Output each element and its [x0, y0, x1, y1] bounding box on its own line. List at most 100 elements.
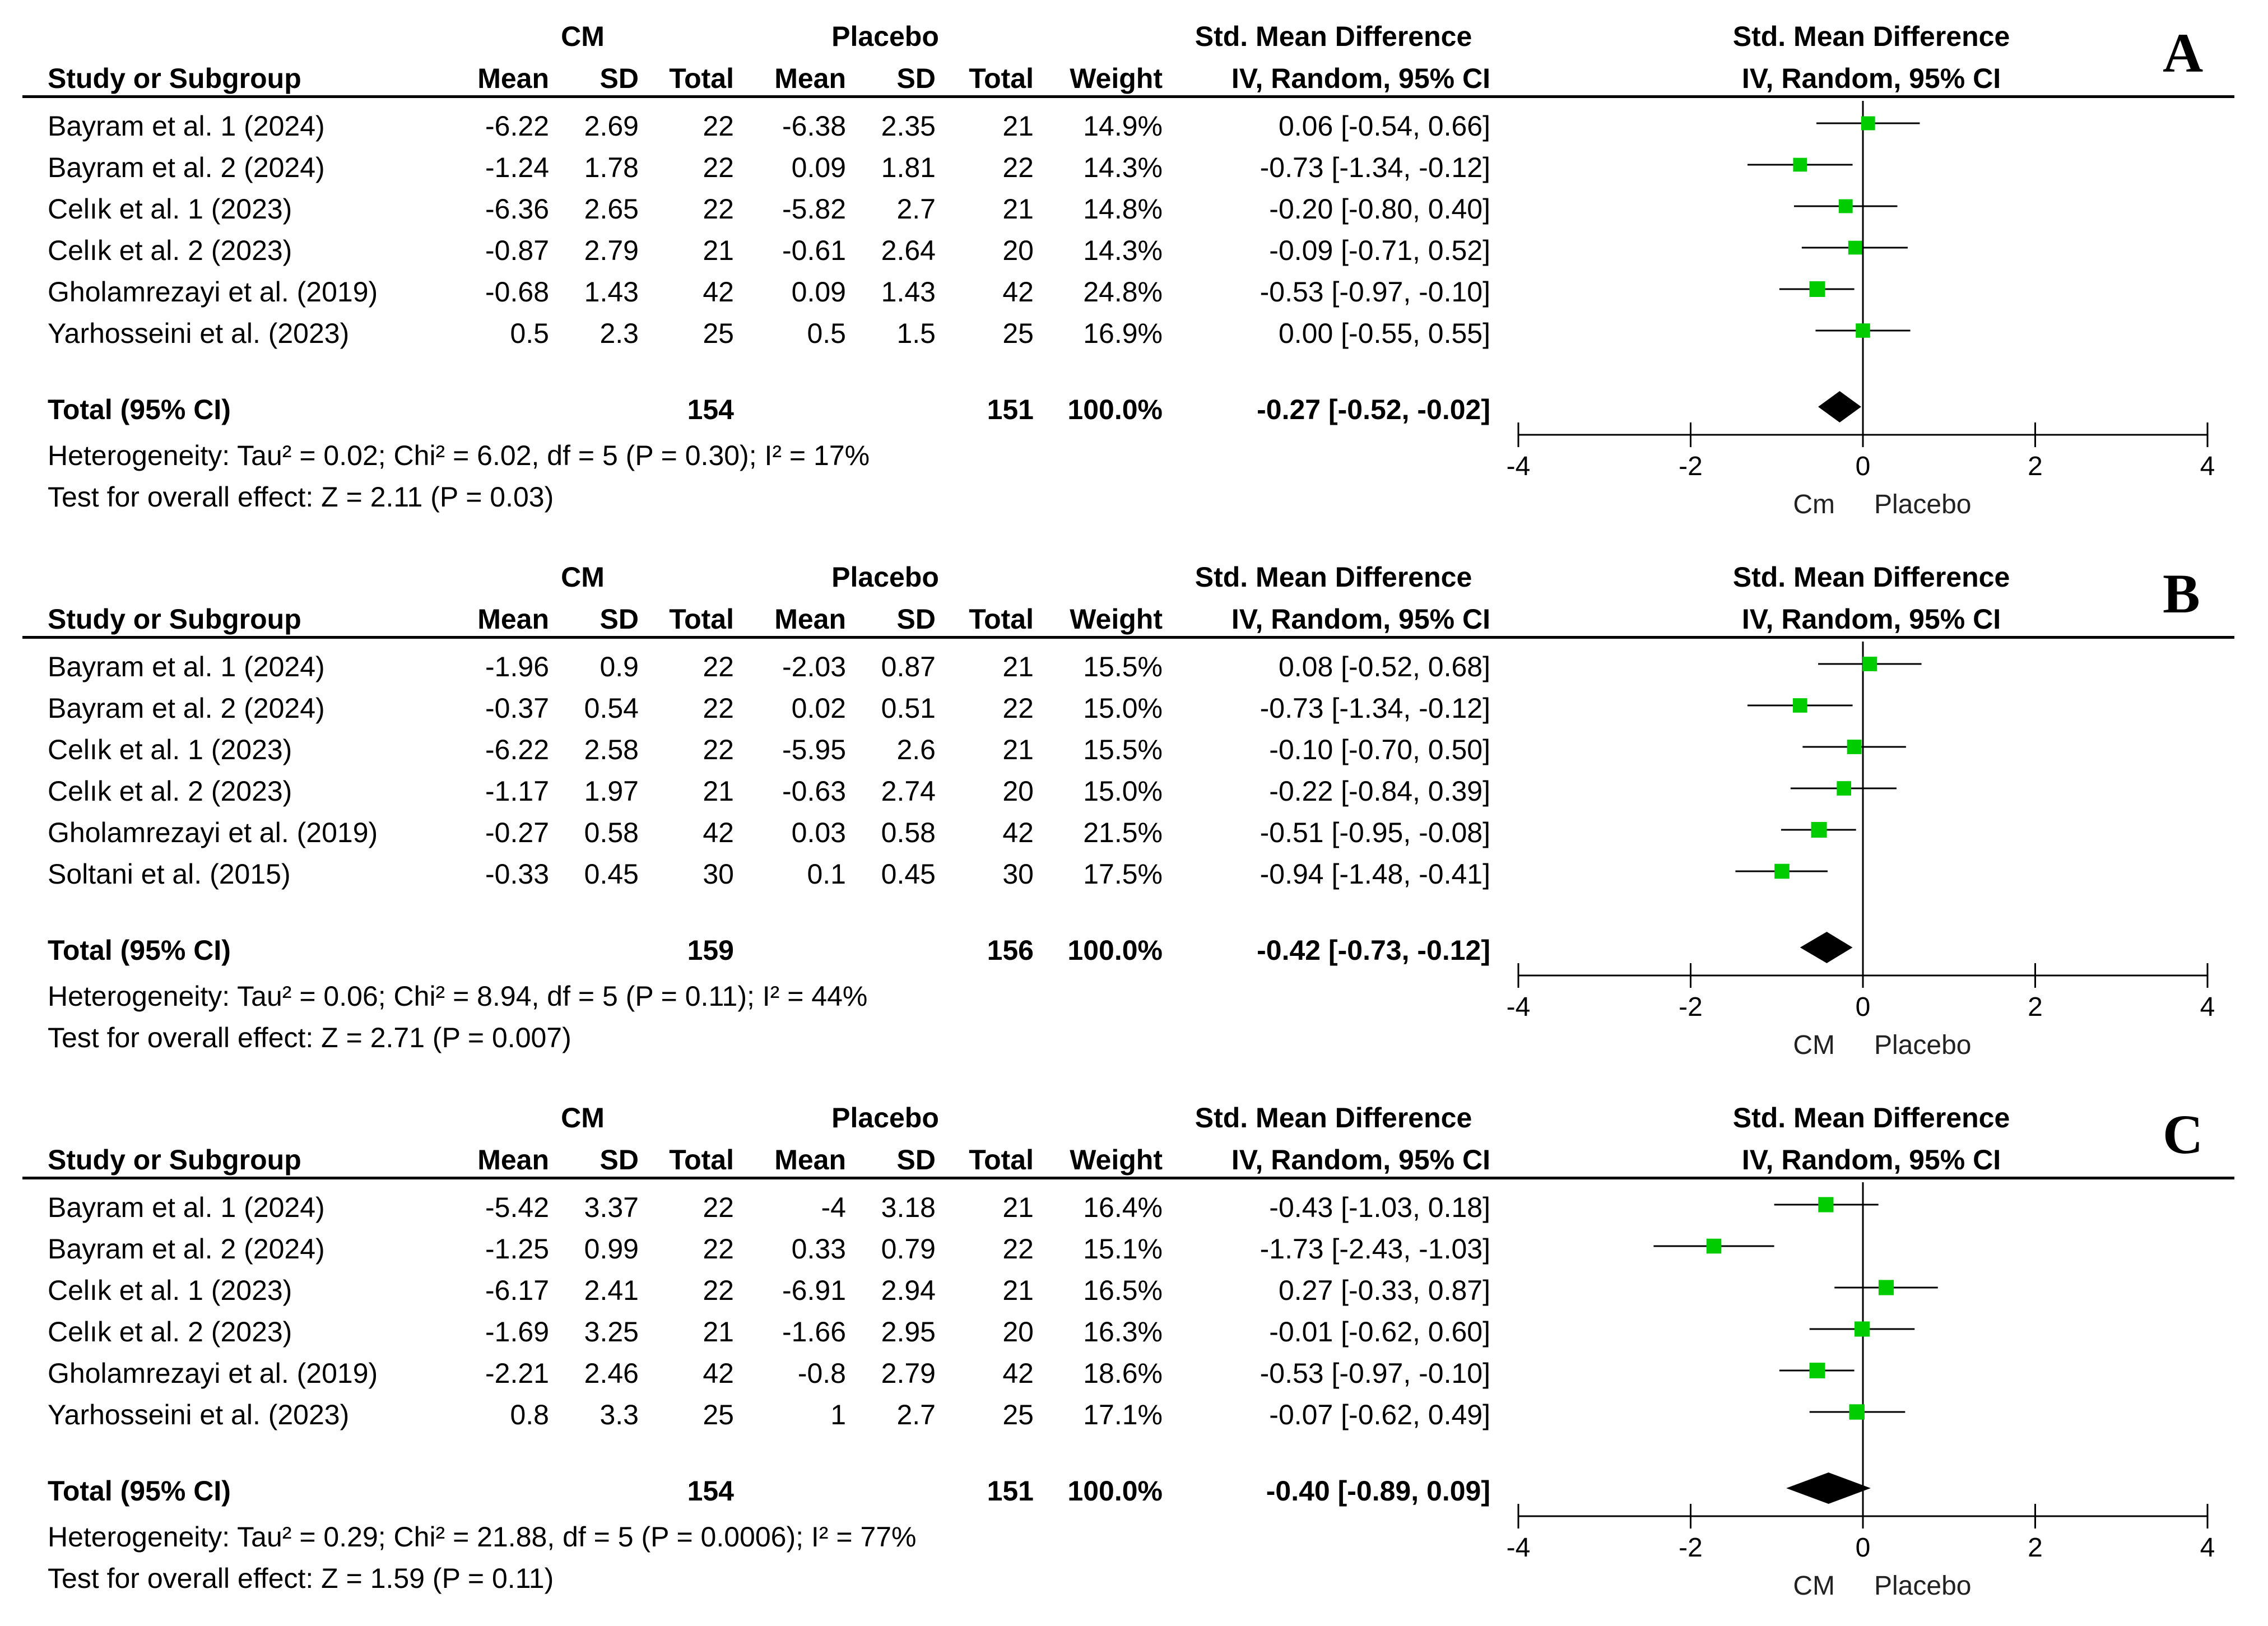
mean1-cell: -1.96 — [485, 651, 549, 682]
total1-cell: 22 — [703, 1192, 734, 1223]
total1-cell: 159 — [687, 935, 734, 966]
total1-column-header: Total — [669, 1144, 734, 1176]
header-divider — [22, 1177, 2234, 1179]
total-row: Total (95% CI) 159 156 100.0% -0.42 [-0.73, … — [0, 933, 1490, 967]
ci-cell: -0.10 [-0.70, 0.50] — [1269, 734, 1490, 765]
favours-left-label: CM — [1793, 1030, 1835, 1060]
study-name: Bayram et al. 1 (2024) — [48, 110, 325, 142]
overall-effect-text: Test for overall effect: Z = 1.59 (P = 0… — [48, 1563, 554, 1594]
sd2-cell: 2.79 — [881, 1358, 936, 1389]
total-label: Total (95% CI) — [48, 1475, 231, 1507]
pooled-estimate-diamond — [1800, 932, 1853, 963]
total1-column-header: Total — [669, 63, 734, 94]
study-name: Gholamrezayi et al. (2019) — [48, 817, 378, 848]
weight-cell: 15.5% — [1083, 651, 1163, 682]
table-row: Yarhosseini et al. (2023) 0.8 3.3 25 1 2.7 25 1… — [0, 1398, 1490, 1432]
total-weight-cell: 100.0% — [1067, 1475, 1163, 1507]
sd1-cell: 0.9 — [599, 651, 639, 682]
mean2-cell: -4 — [821, 1192, 846, 1223]
weight-cell: 16.5% — [1083, 1275, 1163, 1306]
heterogeneity-text: Heterogeneity: Tau² = 0.29; Chi² = 21.88… — [48, 1521, 917, 1553]
weight-cell: 18.6% — [1083, 1358, 1163, 1389]
total1-cell: 22 — [703, 651, 734, 682]
mean1-cell: -0.27 — [485, 817, 549, 848]
sd1-cell: 2.69 — [584, 110, 639, 142]
weight-cell: 14.3% — [1083, 152, 1163, 183]
total-weight-cell: 100.0% — [1067, 935, 1163, 966]
mean2-cell: -5.82 — [782, 193, 846, 225]
ci-cell: 0.08 [-0.52, 0.68] — [1278, 651, 1490, 682]
point-estimate-marker — [1793, 157, 1807, 172]
sd2-cell: 2.35 — [881, 110, 936, 142]
x-tick-label: -2 — [1679, 992, 1703, 1022]
weight-cell: 17.5% — [1083, 858, 1163, 890]
weight-cell: 16.3% — [1083, 1316, 1163, 1348]
study-name: Celık et al. 1 (2023) — [48, 734, 292, 765]
mean2-cell: -1.66 — [782, 1316, 846, 1348]
total-row: Total (95% CI) 154 151 100.0% -0.27 [-0.52, … — [0, 393, 1490, 426]
heterogeneity-text: Heterogeneity: Tau² = 0.06; Chi² = 8.94,… — [48, 981, 868, 1012]
total1-cell: 22 — [703, 1275, 734, 1306]
point-estimate-marker — [1848, 240, 1862, 255]
total-weight-cell: 100.0% — [1067, 394, 1163, 425]
sd1-cell: 0.45 — [584, 858, 639, 890]
total2-column-header: Total — [969, 603, 1034, 635]
x-tick-label: 0 — [1856, 992, 1871, 1022]
mean1-column-header: Mean — [477, 603, 549, 635]
table-row: Gholamrezayi et al. (2019) -0.68 1.43 42 0.0… — [0, 275, 1490, 309]
favours-left-label: Cm — [1793, 490, 1835, 519]
total2-cell: 22 — [1002, 693, 1034, 724]
plot-header: Std. Mean Difference — [1732, 21, 2010, 52]
sd1-cell: 2.58 — [584, 734, 639, 765]
point-estimate-marker — [1878, 1280, 1894, 1295]
total2-cell: 22 — [1002, 1233, 1034, 1265]
weight-cell: 14.9% — [1083, 110, 1163, 142]
x-tick-label: -4 — [1507, 452, 1531, 481]
weight-cell: 16.9% — [1083, 318, 1163, 349]
total1-cell: 154 — [687, 1475, 734, 1507]
weight-cell: 15.1% — [1083, 1233, 1163, 1265]
sd2-cell: 2.64 — [881, 235, 936, 266]
smd-header: Std. Mean Difference — [1195, 561, 1472, 593]
sd1-cell: 1.43 — [584, 276, 639, 308]
study-name: Gholamrezayi et al. (2019) — [48, 1358, 378, 1389]
study-name: Bayram et al. 1 (2024) — [48, 1192, 325, 1223]
weight-cell: 14.3% — [1083, 235, 1163, 266]
mean2-column-header: Mean — [774, 603, 846, 635]
total2-cell: 21 — [1002, 1275, 1034, 1306]
sd2-column-header: SD — [896, 603, 936, 635]
sd2-cell: 2.74 — [881, 775, 936, 807]
point-estimate-marker — [1811, 822, 1827, 838]
table-row: Celık et al. 2 (2023) -1.17 1.97 21 -0.63 2.7… — [0, 774, 1490, 808]
panel-label: B — [2163, 563, 2200, 625]
panel-label: A — [2163, 22, 2204, 84]
group1-header: CM — [561, 561, 605, 593]
mean1-cell: -5.42 — [485, 1192, 549, 1223]
weight-cell: 24.8% — [1083, 276, 1163, 308]
sd2-cell: 1.81 — [881, 152, 936, 183]
ci-cell: -1.73 [-2.43, -1.03] — [1260, 1233, 1490, 1265]
sd1-cell: 2.46 — [584, 1358, 639, 1389]
ci-cell: -0.94 [-1.48, -0.41] — [1260, 858, 1490, 890]
sd1-cell: 1.78 — [584, 152, 639, 183]
group2-header: Placebo — [831, 21, 939, 52]
ci-cell: -0.73 [-1.34, -0.12] — [1260, 152, 1490, 183]
table-row: Celık et al. 1 (2023) -6.36 2.65 22 -5.82 2.7… — [0, 192, 1490, 226]
mean2-cell: -6.91 — [782, 1275, 846, 1306]
x-tick-label: -4 — [1507, 992, 1531, 1022]
sd1-cell: 1.97 — [584, 775, 639, 807]
forest-plot: -4 -2 0 2 4 Cm Placebo — [1507, 101, 2215, 519]
total1-cell: 21 — [703, 775, 734, 807]
table-row: Celık et al. 1 (2023) -6.22 2.58 22 -5.95 2.6… — [0, 733, 1490, 766]
mean1-column-header: Mean — [477, 63, 549, 94]
sd2-cell: 1.43 — [881, 276, 936, 308]
total-ci-cell: -0.42 [-0.73, -0.12] — [1257, 935, 1490, 966]
point-estimate-marker — [1849, 1404, 1865, 1420]
panel-label: C — [2163, 1103, 2204, 1165]
header-divider — [22, 95, 2234, 98]
sd2-cell: 2.7 — [896, 1399, 936, 1430]
point-estimate-marker — [1809, 281, 1825, 297]
mean1-cell: 0.8 — [510, 1399, 549, 1430]
mean1-cell: -0.33 — [485, 858, 549, 890]
sd2-cell: 2.6 — [896, 734, 936, 765]
